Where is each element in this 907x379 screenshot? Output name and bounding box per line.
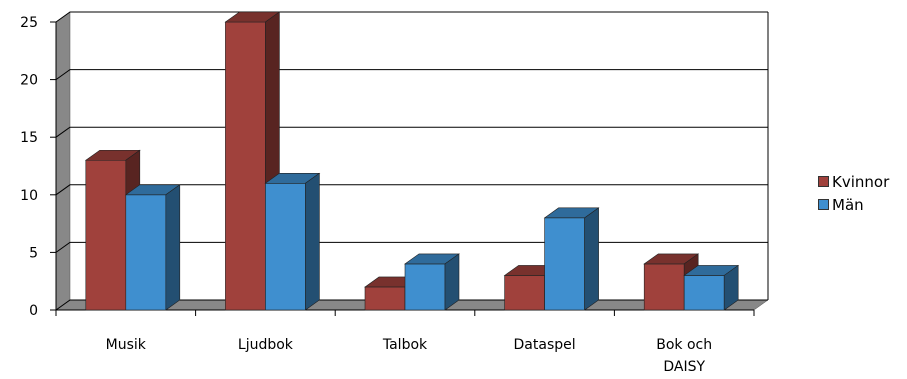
x-tick-label-3: Dataspel (514, 337, 576, 353)
bar-side-bok-och-daisy-man (723, 264, 739, 311)
bar-side-talbok-man (444, 253, 460, 311)
legend-swatch-man (818, 199, 829, 210)
y-tick-label-15: 15 (20, 130, 38, 146)
bar-musik-kvinnor (85, 159, 127, 311)
legend-item-kvinnor: Kvinnor (818, 170, 889, 193)
x-tick-label-4: Bok och (656, 337, 712, 353)
y-tick-label-10: 10 (20, 188, 38, 204)
x-tick-label-1: Ljudbok (238, 337, 294, 353)
legend-label-man: Män (832, 195, 864, 214)
bar-side-dataspel-man (584, 207, 599, 311)
legend-item-man: Män (818, 193, 889, 216)
y-tick-label-25: 25 (20, 15, 38, 31)
x-tick-label-4-line2: DAISY (663, 359, 705, 375)
bar-ljudbok-man (265, 182, 306, 311)
bar-dataspel-man (544, 217, 585, 311)
gridline-10 (55, 184, 768, 196)
side-wall (55, 11, 71, 311)
y-tick-label-5: 5 (29, 245, 38, 261)
legend-swatch-kvinnor (818, 176, 829, 187)
bar-ljudbok-kvinnor (225, 21, 266, 311)
x-tick-label-0: Musik (106, 337, 147, 353)
bar-musik-man (125, 194, 167, 311)
legend: Kvinnor Män (818, 170, 889, 216)
gridline-20 (55, 69, 768, 81)
bar-dataspel-kvinnor (504, 275, 545, 311)
legend-label-kvinnor: Kvinnor (832, 172, 890, 191)
bar-side-ljudbok-man (305, 172, 320, 311)
gridline-15 (55, 126, 768, 138)
bar-bok-och-daisy-kvinnor (643, 263, 685, 311)
bar-side-musik-man (165, 184, 181, 311)
bar-talbok-kvinnor (364, 286, 406, 311)
bar-talbok-man (404, 263, 446, 311)
bar-bok-och-daisy-man (683, 275, 725, 311)
x-tick-label-2: Talbok (382, 337, 428, 353)
gridline-5 (55, 241, 768, 253)
y-tick-label-0: 0 (29, 303, 38, 319)
gridline-25 (55, 11, 768, 23)
y-tick-label-20: 20 (20, 73, 38, 89)
